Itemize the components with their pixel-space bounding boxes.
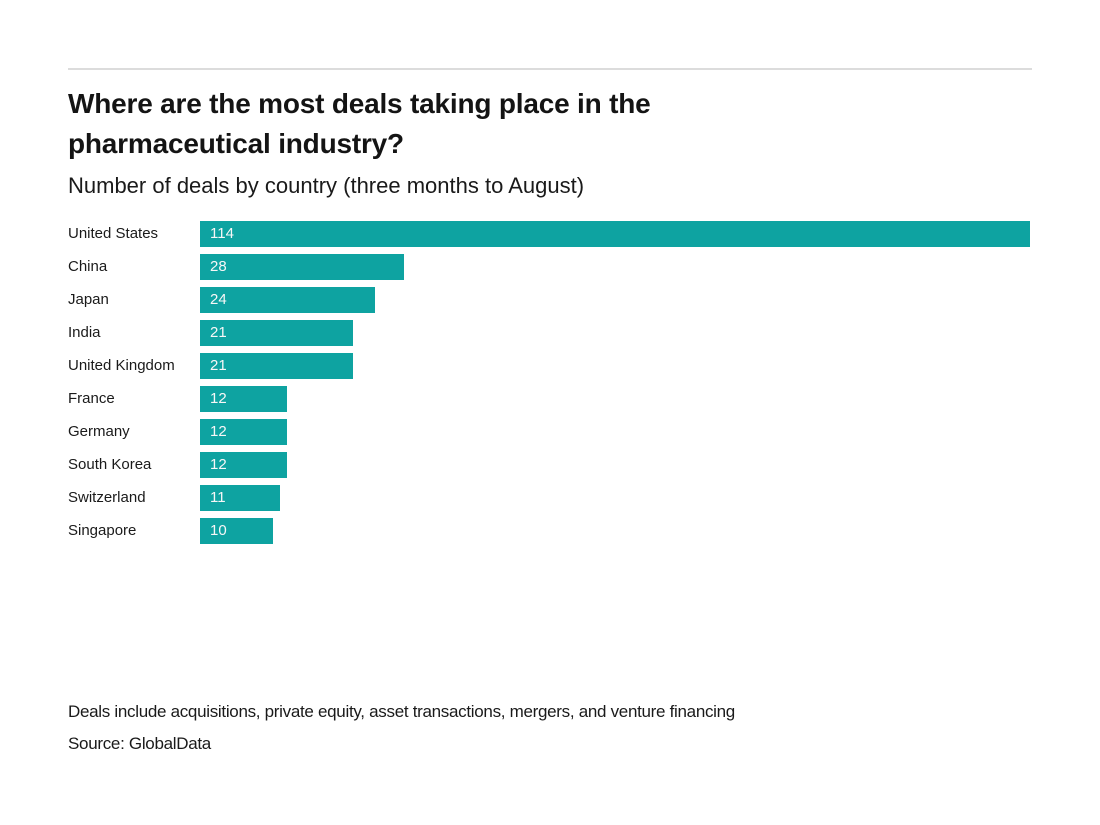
bar-south-korea: 12 — [200, 452, 287, 478]
bar-value-label: 28 — [210, 258, 227, 275]
bar-value-label: 24 — [210, 291, 227, 308]
bar-singapore: 10 — [200, 518, 273, 544]
bar-united-kingdom: 21 — [200, 353, 353, 379]
bar-united-states: 114 — [200, 221, 1030, 247]
bar-value-label: 10 — [210, 522, 227, 539]
bar-value-label: 12 — [210, 390, 227, 407]
bar-india: 21 — [200, 320, 353, 346]
bar-value-label: 12 — [210, 456, 227, 473]
category-label: China — [68, 258, 108, 275]
bar-china: 28 — [200, 254, 404, 280]
chart-row: China 28 — [68, 254, 1032, 280]
category-label: India — [68, 324, 101, 341]
bar-value-label: 21 — [210, 357, 227, 374]
chart-row: South Korea 12 — [68, 452, 1032, 478]
bar-switzerland: 11 — [200, 485, 280, 511]
chart-title: Where are the most deals taking place in… — [68, 88, 651, 159]
chart-subtitle: Number of deals by country (three months… — [68, 173, 585, 198]
chart-row: United Kingdom 21 — [68, 353, 1032, 379]
bar-france: 12 — [200, 386, 287, 412]
category-label: United States — [68, 225, 159, 242]
category-label: Japan — [68, 291, 109, 308]
top-divider — [68, 68, 1032, 70]
bar-value-label: 114 — [210, 225, 234, 242]
category-label: France — [68, 390, 115, 407]
bar-chart: United States 114 China 28 Japan 24 India 21 Uni… — [68, 221, 1032, 551]
category-label: South Korea — [68, 456, 152, 473]
bar-value-label: 21 — [210, 324, 227, 341]
bar-japan: 24 — [200, 287, 375, 313]
chart-row: Japan 24 — [68, 287, 1032, 313]
footnote: Deals include acquisitions, private equi… — [68, 702, 735, 721]
bar-germany: 12 — [200, 419, 287, 445]
bar-value-label: 11 — [210, 489, 226, 506]
source-credit: Source: GlobalData — [68, 734, 211, 753]
bar-value-label: 12 — [210, 423, 227, 440]
category-label: Switzerland — [68, 489, 146, 506]
chart-row: France 12 — [68, 386, 1032, 412]
category-label: Germany — [68, 423, 130, 440]
category-label: United Kingdom — [68, 357, 175, 374]
chart-row: United States 114 — [68, 221, 1032, 247]
chart-row: Switzerland 11 — [68, 485, 1032, 511]
chart-row: India 21 — [68, 320, 1032, 346]
category-label: Singapore — [68, 522, 137, 539]
chart-row: Singapore 10 — [68, 518, 1032, 544]
chart-row: Germany 12 — [68, 419, 1032, 445]
